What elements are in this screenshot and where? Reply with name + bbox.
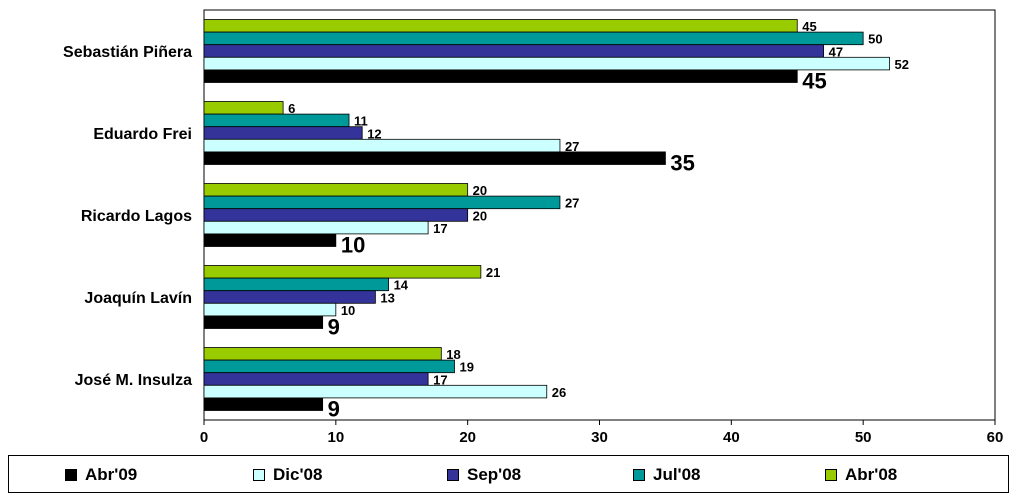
value-label-sebastian-pinera-abr-09: 45 — [802, 69, 826, 94]
value-label-ricardo-lagos-dic-08: 17 — [433, 221, 447, 236]
value-label-eduardo-frei-abr-09: 35 — [670, 151, 694, 176]
value-label-ricardo-lagos-abr-08: 20 — [473, 183, 487, 198]
value-label-joaquin-lavin-sep-08: 13 — [380, 290, 394, 305]
value-label-jose-m-insulza-abr-09: 9 — [328, 397, 340, 422]
x-axis-ticks-layer: 0 10 20 30 40 50 60 — [200, 420, 1004, 446]
bar-eduardo-frei-abr-08 — [203, 101, 284, 115]
bar-ricardo-lagos-jul-08 — [203, 195, 561, 210]
value-label-jose-m-insulza-abr-08: 18 — [446, 347, 460, 362]
value-label-ricardo-lagos-jul-08: 27 — [565, 196, 579, 211]
x-tick-label-0: 0 — [200, 429, 208, 446]
bar-joaquin-lavin-dic-08 — [203, 302, 337, 317]
bar-jose-m-insulza-abr-08 — [203, 347, 442, 361]
value-label-joaquin-lavin-jul-08: 14 — [394, 278, 409, 293]
bar-ricardo-lagos-abr-08 — [203, 183, 469, 197]
legend: Abr'09 Dic'08 Sep'08 Jul'08 Abr'08 — [8, 455, 1009, 493]
bar-ricardo-lagos-dic-08 — [203, 220, 429, 235]
category-label-eduardo-frei: Eduardo Frei — [93, 126, 192, 143]
value-label-joaquin-lavin-abr-09: 9 — [328, 315, 340, 340]
legend-label-jul-08: Jul'08 — [653, 465, 701, 484]
bar-jose-m-insulza-jul-08 — [203, 359, 455, 374]
legend-swatch-sep-08 — [447, 469, 459, 481]
value-label-joaquin-lavin-dic-08: 10 — [341, 303, 355, 318]
value-label-eduardo-frei-dic-08: 27 — [565, 139, 579, 154]
value-labels-layer: 4550475245611122735202720171021141310918… — [288, 19, 909, 421]
bar-sebastian-pinera-abr-09 — [203, 69, 798, 83]
bar-joaquin-lavin-jul-08 — [203, 277, 389, 292]
legend-swatch-dic-08 — [253, 469, 265, 481]
value-label-ricardo-lagos-abr-09: 10 — [341, 233, 365, 258]
bar-jose-m-insulza-dic-08 — [203, 384, 548, 399]
legend-item-jul-08: Jul'08 — [633, 465, 701, 484]
value-label-eduardo-frei-jul-08: 11 — [354, 114, 368, 129]
bar-chart: 4550475245611122735202720171021141310918… — [63, 9, 1004, 446]
bar-sebastian-pinera-abr-08 — [203, 19, 798, 33]
value-label-jose-m-insulza-dic-08: 26 — [552, 385, 566, 400]
x-tick-label-50: 50 — [855, 429, 872, 446]
value-label-sebastian-pinera-sep-08: 47 — [829, 44, 843, 59]
bar-sebastian-pinera-jul-08 — [203, 31, 864, 46]
value-label-sebastian-pinera-abr-08: 45 — [802, 19, 816, 34]
value-label-ricardo-lagos-sep-08: 20 — [473, 208, 487, 223]
x-tick-label-20: 20 — [459, 429, 476, 446]
bar-ricardo-lagos-sep-08 — [203, 208, 469, 222]
bar-eduardo-frei-jul-08 — [203, 113, 350, 128]
value-label-jose-m-insulza-sep-08: 17 — [433, 372, 447, 387]
bar-jose-m-insulza-abr-09 — [203, 397, 324, 411]
bar-sebastian-pinera-sep-08 — [203, 44, 825, 58]
category-label-sebastian-pinera: Sebastián Piñera — [63, 44, 192, 61]
bar-joaquin-lavin-sep-08 — [203, 290, 376, 304]
bar-jose-m-insulza-sep-08 — [203, 372, 429, 386]
legend-label-dic-08: Dic'08 — [273, 465, 323, 484]
category-label-jose-m-insulza: José M. Insulza — [75, 372, 192, 389]
legend-swatch-abr-09 — [65, 469, 77, 481]
bars-layer — [203, 19, 890, 411]
value-label-sebastian-pinera-jul-08: 50 — [868, 32, 882, 47]
legend-item-dic-08: Dic'08 — [253, 465, 323, 484]
bar-eduardo-frei-sep-08 — [203, 126, 363, 140]
bar-ricardo-lagos-abr-09 — [203, 233, 337, 247]
bar-joaquin-lavin-abr-09 — [203, 315, 324, 329]
bar-sebastian-pinera-dic-08 — [203, 56, 890, 71]
value-label-eduardo-frei-sep-08: 12 — [367, 126, 381, 141]
bar-joaquin-lavin-abr-08 — [203, 265, 482, 279]
x-tick-label-60: 60 — [987, 429, 1004, 446]
x-tick-label-40: 40 — [723, 429, 740, 446]
category-label-joaquin-lavin: Joaquín Lavín — [84, 290, 192, 307]
x-tick-label-10: 10 — [327, 429, 344, 446]
legend-item-sep-08: Sep'08 — [447, 465, 522, 484]
value-label-eduardo-frei-abr-08: 6 — [288, 101, 295, 116]
legend-label-sep-08: Sep'08 — [467, 465, 522, 484]
legend-swatch-abr-08 — [825, 469, 837, 481]
value-label-jose-m-insulza-jul-08: 19 — [459, 360, 473, 375]
legend-item-abr-09: Abr'09 — [65, 465, 138, 484]
value-label-sebastian-pinera-dic-08: 52 — [895, 57, 909, 72]
legend-item-abr-08: Abr'08 — [825, 465, 898, 484]
legend-label-abr-08: Abr'08 — [845, 465, 898, 484]
category-label-ricardo-lagos: Ricardo Lagos — [81, 208, 192, 225]
bar-eduardo-frei-dic-08 — [203, 138, 561, 153]
value-label-joaquin-lavin-abr-08: 21 — [486, 265, 500, 280]
bar-eduardo-frei-abr-09 — [203, 151, 666, 165]
legend-swatch-jul-08 — [633, 469, 645, 481]
legend-label-abr-09: Abr'09 — [85, 465, 138, 484]
category-labels-layer: Sebastián Piñera Eduardo Frei Ricardo Lago… — [63, 44, 192, 389]
x-tick-label-30: 30 — [591, 429, 608, 446]
